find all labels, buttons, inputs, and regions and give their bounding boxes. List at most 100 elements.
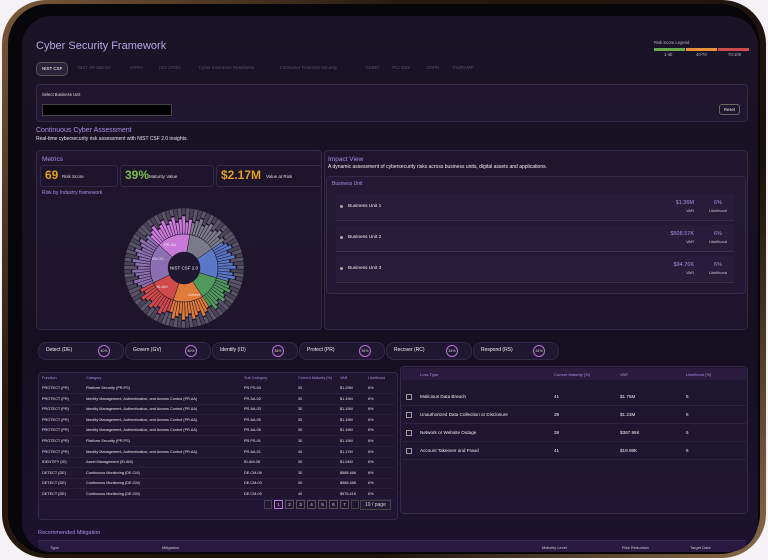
framework-tab[interactable]: Consumer Financial Security [279,65,338,70]
loss-header: Loss Type [420,372,439,377]
table-cell: $988.48K [340,470,357,475]
loss-header: VAR [620,372,628,377]
metric-value: $2.17M [221,168,262,182]
metric-value: 69 [45,168,59,182]
sunburst-label: GV.OC [152,256,165,261]
business-unit-box-title: Business Unit [332,181,363,187]
function-pct: 34% [446,345,458,357]
table-cell: 6% [368,492,374,496]
framework-tab[interactable]: FedRAMP [452,65,474,70]
table-cell: PR.AA-05 [244,417,261,422]
table-cell: 30 [298,460,303,465]
loss-checkbox[interactable] [406,448,412,454]
assessment-subtitle: Real-time cybersecurity risk assessment … [36,136,188,142]
legend-range: 70-100 [728,52,742,57]
business-unit-var: $1.36M [675,200,694,206]
loss-checkbox[interactable] [406,430,412,436]
framework-tab[interactable]: GDPR [426,65,440,70]
table-cell: PROTECT (PR) [42,439,69,443]
page-button[interactable]: 3 [296,500,305,509]
sunburst-title: Risk by Industry framework [42,190,103,196]
business-unit-name: Business Unit 3 [348,266,382,271]
loss-checkbox[interactable] [406,412,412,418]
business-unit-select[interactable] [42,104,172,116]
business-unit-row [336,194,734,221]
table-cell: 6% [368,417,374,422]
loss-cell: 6 [686,448,689,453]
table-header: Function [42,376,57,380]
business-unit-box [326,176,746,294]
function-name: Identify (ID) [220,347,246,353]
table-row [40,436,394,447]
table-cell: Identity Management, Authentication, and… [86,449,198,454]
page-prev[interactable] [264,500,272,509]
framework-tab[interactable]: ISO 27001 [159,65,181,70]
framework-tab[interactable]: NIST SP 800-53 [77,65,111,70]
framework-tab[interactable]: PCI DSS [392,65,411,70]
business-unit-likelihood: 6% [714,231,722,237]
page-button[interactable]: 5 [318,500,327,509]
page-button[interactable]: 4 [307,500,316,509]
page-next[interactable] [351,500,359,509]
table-cell: 6% [368,460,374,465]
table-cell: Identity Management, Authentication, and… [86,396,198,401]
mitigation-title: Recommended Mitigation [38,530,101,536]
table-cell: PR.PS-04 [244,386,261,390]
table-cell: Identity Management, Authentication, and… [86,417,198,422]
legend-range: 40-70 [696,52,707,57]
sunburst-outer-segment [180,320,186,328]
metric-label: Maturity Value [149,174,178,179]
sunburst-mid-segment [210,237,225,250]
bezel: Cyber Security Framework Risk Score Lege… [8,4,760,554]
row-dot [340,205,343,208]
metric-value: 39% [125,168,150,182]
framework-tab[interactable]: CMMC [365,65,380,70]
loss-cell: $1.75M [620,394,636,399]
framework-tab[interactable]: Cyber Insurance Readiness [198,65,255,70]
table-row [40,425,394,437]
business-unit-name: Business Unit 2 [348,235,382,240]
table-cell: 40 [298,449,303,454]
function-pct: 40% [98,345,110,357]
business-unit-name: Business Unit 1 [348,204,382,209]
metrics-title: Metrics [42,156,63,163]
table-cell: PROTECT (PR) [42,386,69,390]
table-header: Sub Category [244,376,268,380]
page-button[interactable]: 7 [340,500,349,509]
function-pct: 39% [359,345,371,357]
table-cell: 6% [368,481,374,486]
table-cell: 30 [298,396,303,401]
sunburst-outer-segment [222,230,234,241]
table-cell: 6% [368,470,374,475]
metric-label: Risk Score [62,174,84,179]
impact-title: Impact View [328,156,364,163]
table-cell: 6% [368,386,374,390]
page-button[interactable]: 1 [274,500,283,509]
business-unit-row [336,225,734,252]
framework-tab[interactable]: NIST CSF [36,62,69,76]
loss-cell: 39 [554,412,560,417]
metric-card [216,165,322,187]
table-cell: DETECT (DE) [42,470,66,475]
loss-cell: 6 [686,412,689,417]
impact-description: A dynamic assessment of cybersecurity ri… [328,164,547,170]
mitigation-header-cell: Risk Reduction [622,545,649,550]
table-cell: $1.19M [340,396,353,401]
table-cell: Platform Security (PR.PS) [86,386,130,390]
table-cell: 6% [368,428,374,433]
function-pct: 40% [185,345,197,357]
reset-button[interactable]: Reset [719,104,740,115]
table-cell: ID.AM-08 [244,460,261,465]
page-size[interactable]: 10 / page [360,500,391,510]
framework-tab[interactable]: HIPAA [130,65,144,70]
page-button[interactable]: 6 [329,500,338,509]
loss-checkbox[interactable] [406,394,412,400]
sunburst-outer-segment [177,207,183,219]
table-cell: Continuous Monitoring (DE.CM) [86,470,140,475]
function-pct: 34% [533,345,545,357]
page-button[interactable]: 2 [285,500,294,509]
business-unit-likelihood: 6% [714,262,722,268]
table-cell: PR.AA-01 [244,449,261,454]
function-name: Detect (DE) [46,347,73,353]
